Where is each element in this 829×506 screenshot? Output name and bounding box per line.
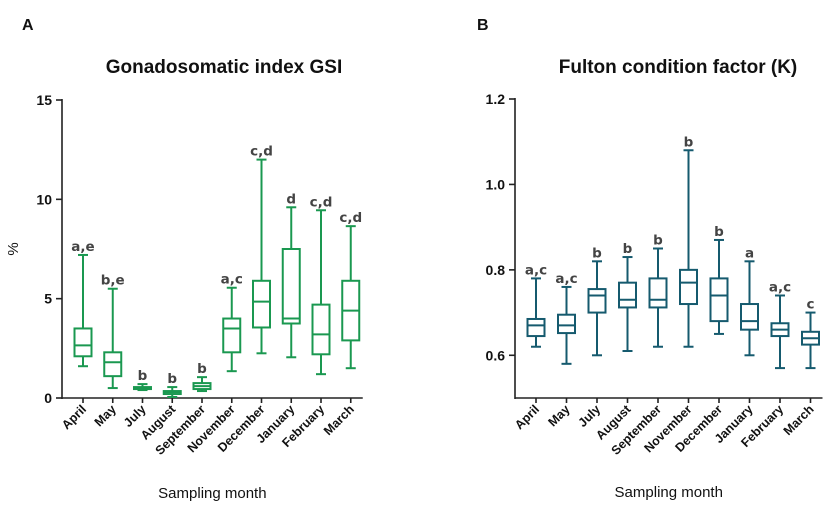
iqr-box bbox=[103, 351, 123, 378]
box-plot-january: a bbox=[740, 245, 759, 357]
x-axis-title: Sampling month bbox=[615, 484, 723, 501]
y-tick-label: 0.6 bbox=[486, 347, 506, 363]
box-plot-april: a,e bbox=[71, 239, 95, 368]
x-tick-label: May bbox=[92, 402, 119, 429]
iqr-box bbox=[526, 317, 546, 338]
significance-label: b bbox=[653, 233, 663, 249]
y-tick-label: 5 bbox=[44, 291, 52, 307]
y-tick-label: 1.0 bbox=[486, 176, 506, 192]
y-axis-title: % bbox=[5, 242, 22, 255]
box-plot-january: d bbox=[281, 191, 301, 359]
x-tick-label: March bbox=[781, 402, 817, 438]
significance-label: c,d bbox=[339, 210, 362, 226]
box-plot-september: b bbox=[648, 233, 668, 348]
significance-label: b bbox=[167, 371, 177, 387]
iqr-box bbox=[587, 288, 607, 314]
significance-label: c,d bbox=[310, 194, 333, 210]
box-plot-may: b,e bbox=[101, 273, 125, 390]
gsi-chart: Gonadosomatic index GSI 0 5 10 15% Sampling m… bbox=[5, 57, 363, 502]
box-plot-march: c bbox=[801, 297, 820, 370]
significance-label: a,c bbox=[769, 279, 791, 295]
significance-label: b bbox=[197, 361, 207, 377]
significance-label: b bbox=[138, 368, 148, 384]
iqr-box bbox=[311, 303, 331, 356]
box-plot-november: b bbox=[679, 134, 698, 348]
x-axis-title: Sampling month bbox=[158, 485, 266, 502]
x-tick-label: March bbox=[321, 402, 357, 438]
chart-title: Gonadosomatic index GSI bbox=[106, 57, 343, 78]
box-plot-november: a,c bbox=[221, 272, 243, 373]
box-plot-august: b bbox=[618, 241, 637, 353]
box-plot-february: a,c bbox=[769, 279, 791, 370]
significance-label: b bbox=[623, 241, 633, 257]
fulton-chart: Fulton condition factor (K) 0.6 0.8 1.0 1.2 S… bbox=[486, 57, 823, 501]
iqr-box bbox=[648, 277, 668, 309]
iqr-box bbox=[73, 327, 93, 358]
iqr-box bbox=[618, 281, 637, 309]
significance-label: b bbox=[714, 224, 724, 240]
box-plot-may: a,c bbox=[555, 271, 578, 365]
iqr-box bbox=[679, 268, 698, 306]
y-tick-label: 1.2 bbox=[486, 91, 506, 107]
significance-label: b,e bbox=[101, 273, 125, 289]
box-plot-july: b bbox=[133, 368, 152, 392]
iqr-box bbox=[557, 313, 576, 335]
significance-label: a,c bbox=[221, 272, 243, 288]
significance-label: a,c bbox=[555, 271, 577, 287]
iqr-box bbox=[709, 277, 729, 323]
box-plot-april: a,c bbox=[525, 262, 547, 348]
iqr-box bbox=[281, 248, 301, 325]
y-tick-label: 0.8 bbox=[486, 262, 506, 278]
box-plot-february: c,d bbox=[310, 194, 333, 376]
box-plot-august: b bbox=[162, 371, 182, 399]
iqr-box bbox=[252, 279, 271, 329]
y-tick-label: 15 bbox=[36, 92, 52, 108]
significance-label: a bbox=[745, 245, 754, 261]
x-tick-label: May bbox=[546, 402, 573, 429]
box-plot-december: b bbox=[709, 224, 729, 335]
iqr-box bbox=[740, 303, 759, 331]
significance-label: c,d bbox=[250, 144, 273, 160]
y-tick-label: 10 bbox=[36, 191, 52, 207]
panel-letter-b: B bbox=[477, 17, 489, 34]
iqr-box bbox=[222, 317, 242, 354]
x-tick-label: April bbox=[512, 402, 542, 432]
significance-label: b bbox=[684, 134, 694, 150]
significance-label: b bbox=[592, 245, 602, 261]
box-plot-december: c,d bbox=[250, 144, 273, 355]
significance-label: c bbox=[806, 297, 814, 313]
significance-label: a,e bbox=[71, 239, 94, 255]
significance-label: a,c bbox=[525, 262, 547, 278]
box-plot-september: b bbox=[192, 361, 212, 393]
panel-letter-a: A bbox=[22, 17, 34, 34]
box-plot-march: c,d bbox=[339, 210, 362, 370]
y-tick-label: 0 bbox=[44, 390, 52, 406]
x-tick-label: April bbox=[59, 402, 89, 432]
box-plot-july: b bbox=[587, 245, 607, 357]
significance-label: d bbox=[286, 191, 296, 207]
chart-title: Fulton condition factor (K) bbox=[559, 57, 798, 78]
